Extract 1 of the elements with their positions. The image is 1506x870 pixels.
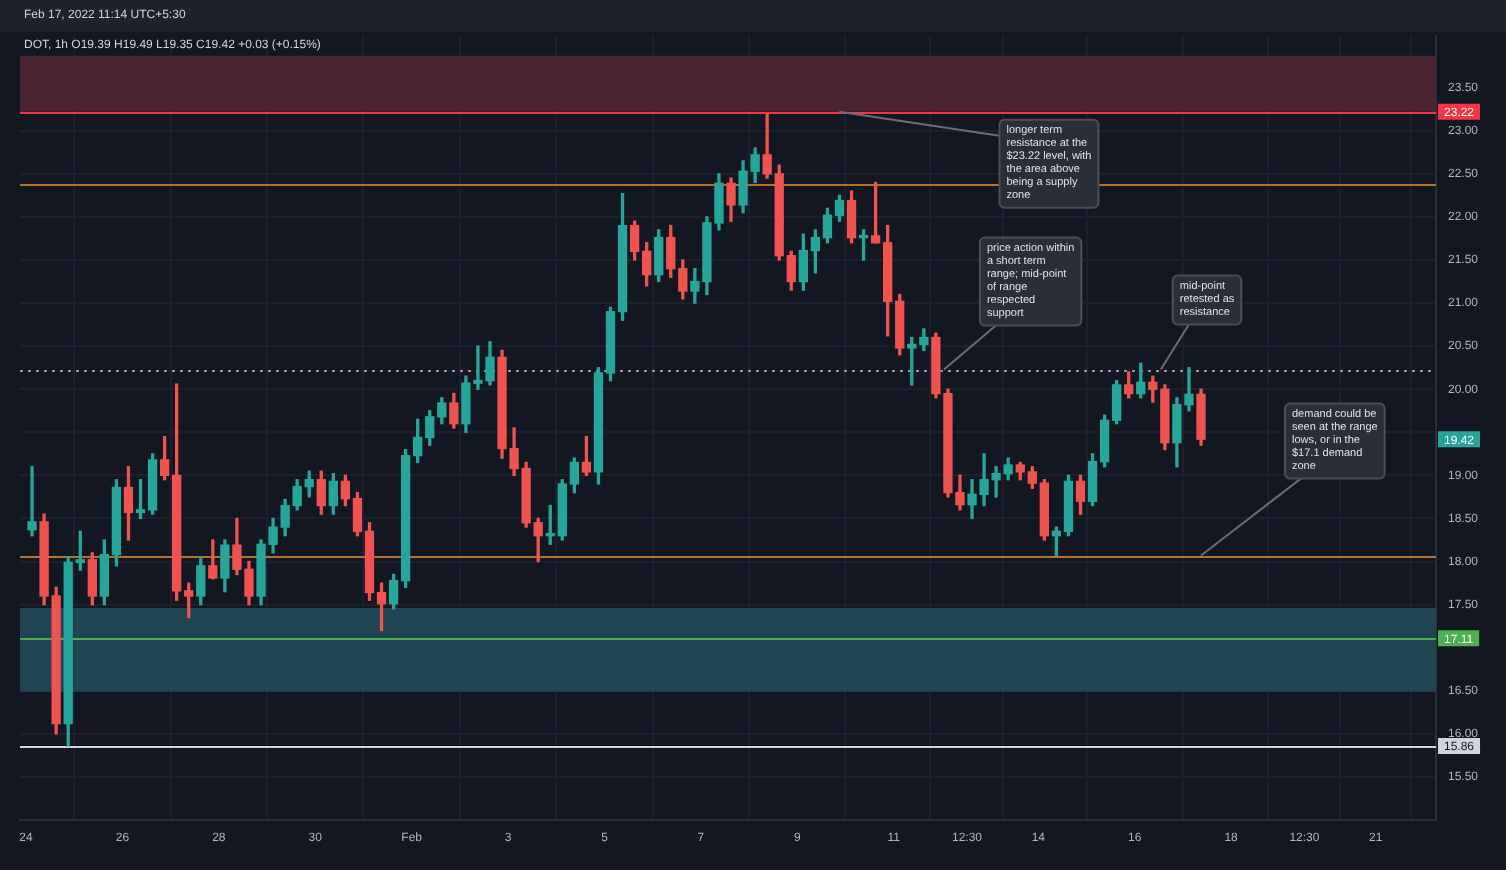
candlestick [27,466,37,537]
